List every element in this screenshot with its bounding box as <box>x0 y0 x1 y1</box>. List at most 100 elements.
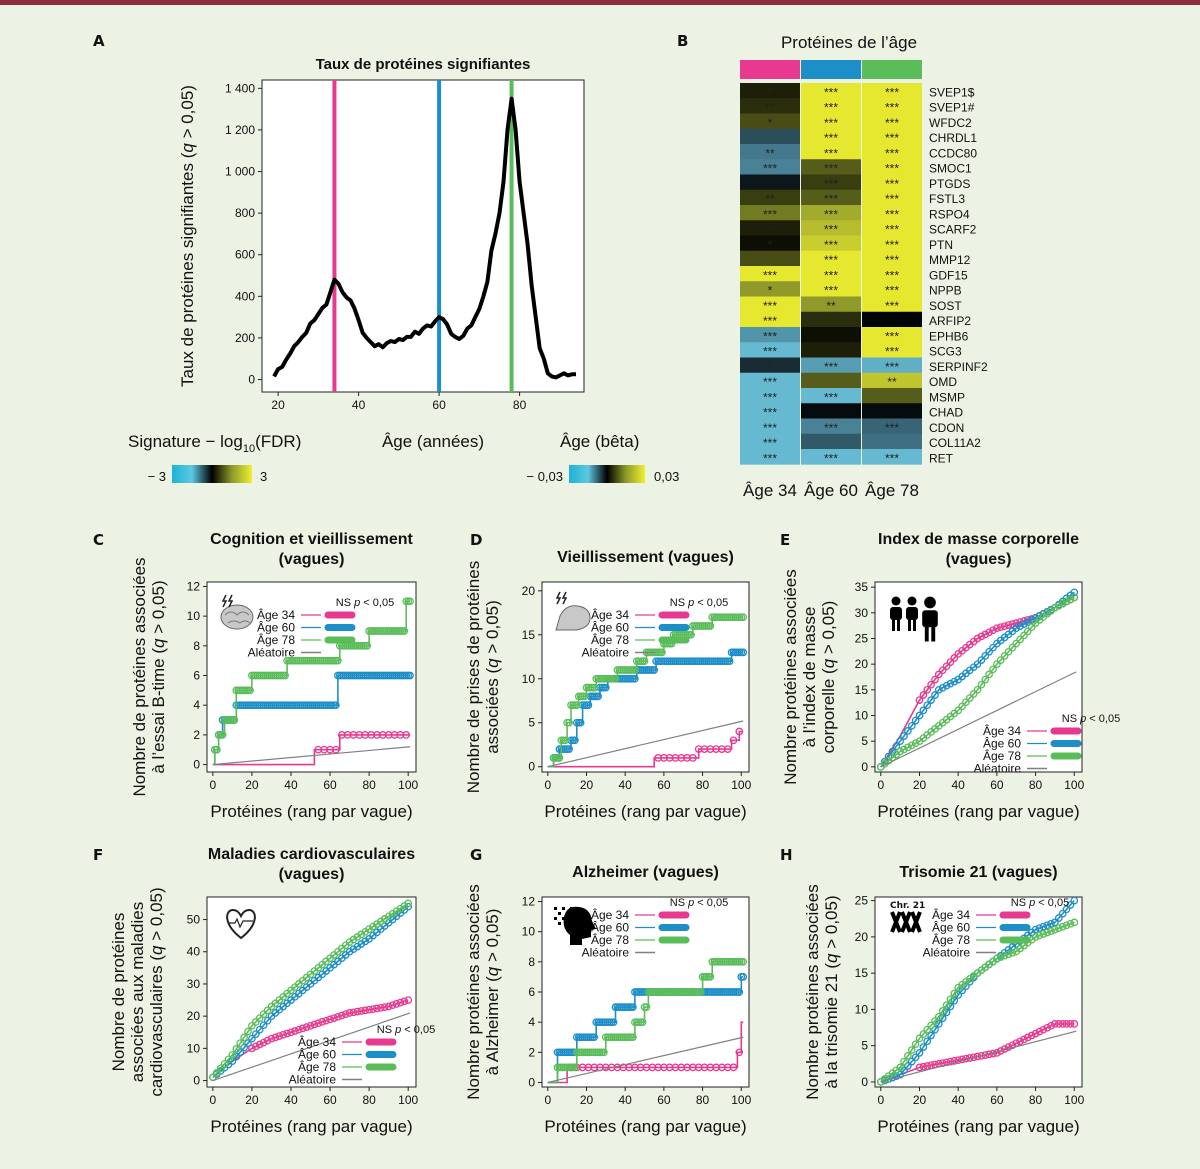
series-marker <box>1066 919 1075 928</box>
heatmap-cell <box>740 174 800 191</box>
y-tick-label: 0 <box>248 373 255 387</box>
series-line <box>547 1021 744 1084</box>
panel-x-label: Protéines (rang par vague) <box>210 802 412 821</box>
significance-stars: *** <box>763 390 777 404</box>
heatmap-cell <box>862 128 922 145</box>
x-tick-label: 0 <box>877 1093 884 1107</box>
series-marker <box>919 1030 928 1038</box>
legend-label: Âge 34 <box>257 607 295 622</box>
series-marker <box>927 1031 935 1040</box>
panel-title: (vagues) <box>279 551 345 568</box>
series-marker <box>1058 909 1067 918</box>
series-marker <box>251 1042 260 1051</box>
significance-stars: *** <box>885 238 899 252</box>
signature-max-label: 3 <box>260 469 267 484</box>
y-tick-label: 5 <box>861 734 868 748</box>
protein-label: GDF15 <box>929 268 968 282</box>
series-marker <box>255 1025 264 1034</box>
x-tick-label: 80 <box>362 1093 376 1107</box>
y-tick-label: 8 <box>528 955 535 969</box>
y-tick-label: 1 200 <box>225 123 255 137</box>
series-marker <box>1066 901 1075 909</box>
label-part: q <box>147 945 166 955</box>
x-tick-label: 60 <box>990 778 1004 792</box>
series-marker <box>981 675 990 684</box>
heatmap-cell <box>801 128 861 145</box>
heatmap-cell <box>801 235 861 252</box>
series-marker <box>1070 896 1079 905</box>
significance-stars: *** <box>824 116 838 130</box>
age-header-bar <box>740 60 800 79</box>
panel-y-label: à l’index de masse <box>800 607 819 748</box>
y-tick-label: 10 <box>522 672 536 686</box>
significance-curve <box>272 96 576 380</box>
y-tick-label: 400 <box>235 289 255 303</box>
label-part: Taux de protéines signifiantes ( <box>178 152 197 387</box>
legend-label: Âge 34 <box>983 723 1021 738</box>
heatmap-cell <box>862 311 922 328</box>
heatmap-cell <box>862 98 922 114</box>
heatmap-cell <box>740 83 800 99</box>
legend-label: Âge 60 <box>298 1047 336 1062</box>
series-marker <box>631 674 639 683</box>
significance-stars: *** <box>763 314 777 328</box>
label-part: Nombre protéines associées <box>803 884 822 1099</box>
pixel <box>558 912 561 915</box>
label-part: q <box>819 658 838 668</box>
y-tick-label: 0 <box>193 1074 200 1088</box>
series-marker <box>246 686 254 695</box>
series-marker <box>954 706 963 715</box>
legend-header: NS p < 0,05 <box>336 597 394 609</box>
label-part: Signature − log <box>128 432 243 451</box>
series-marker <box>892 742 901 751</box>
label-part: q <box>483 658 502 668</box>
y-tick-label: 0 <box>861 760 868 774</box>
legend-label: Aléatoire <box>923 946 971 960</box>
heatmap-cell <box>801 281 861 297</box>
y-tick-label: 10 <box>187 609 201 623</box>
series-marker <box>642 1003 651 1011</box>
x-tick-label: 20 <box>913 1093 927 1107</box>
label-part: 10 <box>243 443 255 455</box>
series-marker <box>1008 620 1017 628</box>
series-marker <box>896 1070 904 1079</box>
series-marker <box>729 736 738 745</box>
significance-stars: *** <box>763 345 777 359</box>
significance-stars: *** <box>824 451 838 465</box>
significance-stars: ** <box>826 299 836 313</box>
series-marker <box>224 1055 233 1064</box>
heatmap-cell <box>862 144 922 160</box>
panel-a-x-label: Âge (années) <box>382 432 484 451</box>
series-marker <box>283 1029 291 1038</box>
series-marker <box>706 622 715 630</box>
heatmap-cell <box>740 235 800 252</box>
series-marker <box>1058 599 1067 608</box>
beta-min-label: − 0,03 <box>526 469 563 484</box>
series-marker <box>294 1025 303 1034</box>
series-marker <box>900 745 908 754</box>
y-tick-label: 1 400 <box>225 81 255 95</box>
series-marker <box>281 671 289 680</box>
heatmap-cell <box>740 433 800 450</box>
panel-label-g: G <box>470 846 482 864</box>
label-part: p <box>687 897 694 909</box>
person-leg <box>897 619 900 631</box>
chr-icon: Chr. 21 <box>890 901 925 933</box>
legend-label: Aléatoire <box>582 646 630 660</box>
panel-b-title: Protéines de l’âge <box>781 33 917 52</box>
y-tick-label: 2 <box>528 1045 535 1059</box>
y-tick-label: 0 <box>193 758 200 772</box>
label-part: < 0,05 <box>1035 897 1069 909</box>
series-marker <box>985 628 993 637</box>
series-marker <box>977 1051 986 1060</box>
series-marker <box>938 683 947 692</box>
legend-label: Aléatoire <box>582 946 630 960</box>
label-part: Nombre protéines associées <box>464 884 483 1099</box>
label-part: < 0,05 <box>694 597 728 609</box>
panel-title: Alzheimer (vagues) <box>572 864 719 881</box>
series-marker <box>973 685 982 694</box>
significance-stars: *** <box>885 284 899 298</box>
x-tick-label: 20 <box>913 778 927 792</box>
legend-label: Âge 78 <box>591 932 629 947</box>
